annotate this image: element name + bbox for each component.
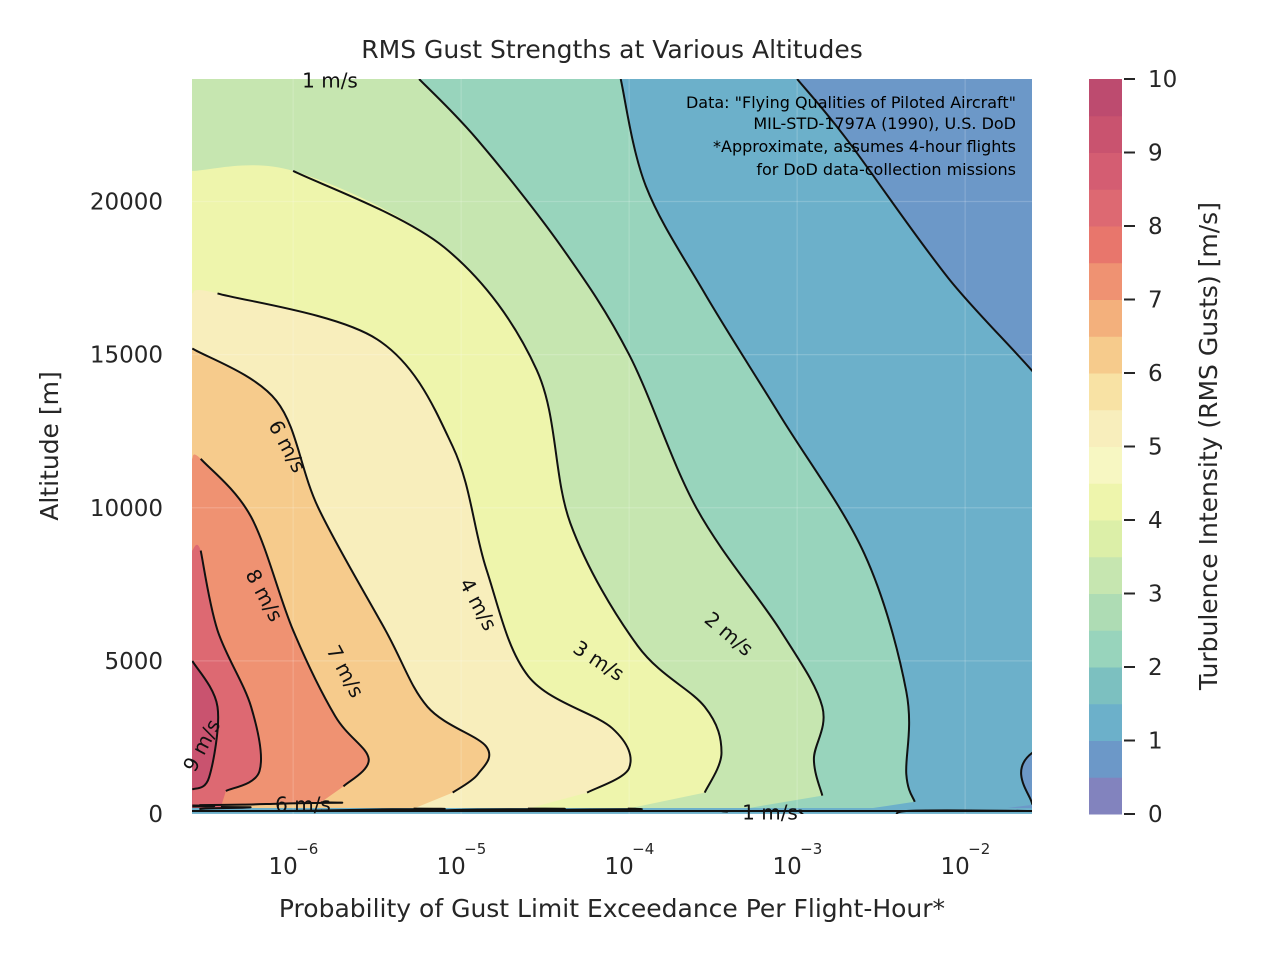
annotation-line: MIL-STD-1797A (1990), U.S. DoD: [753, 114, 1016, 133]
colorbar-segment: [1089, 115, 1122, 153]
contour-line: [192, 660, 220, 791]
source-annotation: Data: "Flying Qualities of Piloted Aircr…: [686, 93, 1016, 179]
colorbar-tick-label: 10: [1148, 67, 1177, 93]
colorbar-segment: [1089, 667, 1122, 705]
annotation-line: for DoD data-collection missions: [756, 160, 1016, 179]
x-axis-ticks: 10−610−510−410−310−2: [269, 840, 991, 880]
colorbar-tick-label: 4: [1148, 508, 1163, 534]
contour-line: [619, 79, 916, 803]
colorbar-tick-label: 0: [1148, 802, 1163, 828]
x-axis-label: Probability of Gust Limit Exceedance Per…: [279, 894, 945, 923]
y-tick-label: 10000: [90, 496, 163, 522]
contour-lines: [192, 79, 1032, 814]
x-tick: 10−5: [437, 840, 487, 880]
contour-band: [192, 79, 219, 808]
colorbar-segment: [1089, 409, 1122, 447]
x-tick-base: 10: [941, 854, 970, 880]
contour-line: [796, 79, 1032, 806]
x-tick-base: 10: [773, 854, 802, 880]
contour-line: [199, 458, 370, 788]
contour-line: [199, 801, 344, 807]
x-tick: 10−6: [269, 840, 319, 880]
contour-line: [199, 806, 252, 810]
colorbar-tick-label: 6: [1148, 361, 1163, 387]
x-tick-base: 10: [605, 854, 634, 880]
colorbar-segment: [1089, 777, 1122, 815]
colorbar-tick-label: 9: [1148, 141, 1163, 167]
x-tick-exponent: −3: [800, 840, 822, 858]
colorbar-segment: [1089, 336, 1122, 374]
x-tick-exponent: −2: [968, 840, 990, 858]
y-tick-label: 15000: [90, 343, 163, 369]
colorbar-segment: [1089, 189, 1122, 227]
colorbar-tick-label: 5: [1148, 435, 1163, 461]
colorbar-segment: [1089, 152, 1122, 190]
contour-line: [418, 79, 825, 796]
grid: [192, 79, 1032, 815]
y-tick-label: 20000: [90, 190, 163, 216]
colorbar-segment: [1089, 446, 1122, 484]
colorbar-segment: [1089, 79, 1122, 117]
colorbar-tick-label: 8: [1148, 214, 1163, 240]
x-tick-base: 10: [437, 854, 466, 880]
colorbar-segment: [1089, 630, 1122, 668]
y-tick-label: 0: [148, 802, 163, 828]
chart-title: RMS Gust Strengths at Various Altitudes: [361, 35, 862, 64]
y-axis-ticks: 0 5000 10000 15000 20000: [90, 190, 163, 829]
colorbar-tick-label: 1: [1148, 729, 1163, 755]
colorbar-segment: [1089, 299, 1122, 337]
contour-line: [192, 804, 216, 808]
x-tick-exponent: −5: [464, 840, 486, 858]
contour-line: [199, 550, 262, 792]
colorbar-label: Turbulence Intensity (RMS Gusts) [m/s]: [1194, 202, 1223, 691]
annotation-line: Data: "Flying Qualities of Piloted Aircr…: [686, 93, 1016, 112]
x-tick-exponent: −6: [296, 840, 318, 858]
contour-line: [292, 170, 723, 794]
plot-area: 1 m/s1 m/s2 m/s3 m/s4 m/s6 m/s6 m/s7 m/s…: [178, 69, 1032, 825]
contour-line: [217, 292, 632, 794]
colorbar-segment: [1089, 483, 1122, 521]
x-tick-exponent: −4: [632, 840, 654, 858]
colorbar-segment: [1089, 593, 1122, 631]
contour-band: [192, 79, 261, 809]
contour-label: 1 m/s: [742, 801, 798, 825]
colorbar-tick-label: 2: [1148, 655, 1163, 681]
colorbar-segment: [1089, 262, 1122, 300]
x-tick: 10−3: [773, 840, 823, 880]
contour-line: [192, 347, 491, 794]
contour-label: 1 m/s: [302, 69, 358, 93]
colorbar-segment: [1089, 520, 1122, 558]
x-tick: 10−4: [605, 840, 655, 880]
colorbar-segment: [1089, 373, 1122, 411]
colorbar: 0 1 2 3 4 5 6 7 8 9 10: [1089, 67, 1177, 828]
contour-band: [192, 79, 369, 808]
colorbar-segment: [1089, 703, 1122, 741]
contour-label: 6 m/s: [275, 793, 331, 817]
y-axis-label: Altitude [m]: [35, 371, 64, 521]
y-tick-label: 5000: [104, 649, 163, 675]
colorbar-tick-label: 3: [1148, 582, 1163, 608]
colorbar-segment: [1089, 226, 1122, 264]
colorbar-segment: [1089, 740, 1122, 778]
x-tick: 10−2: [941, 840, 991, 880]
annotation-line: *Approximate, assumes 4-hour flights: [713, 137, 1016, 156]
colorbar-tick-label: 7: [1148, 288, 1163, 314]
colorbar-segment: [1089, 556, 1122, 594]
x-tick-base: 10: [269, 854, 298, 880]
